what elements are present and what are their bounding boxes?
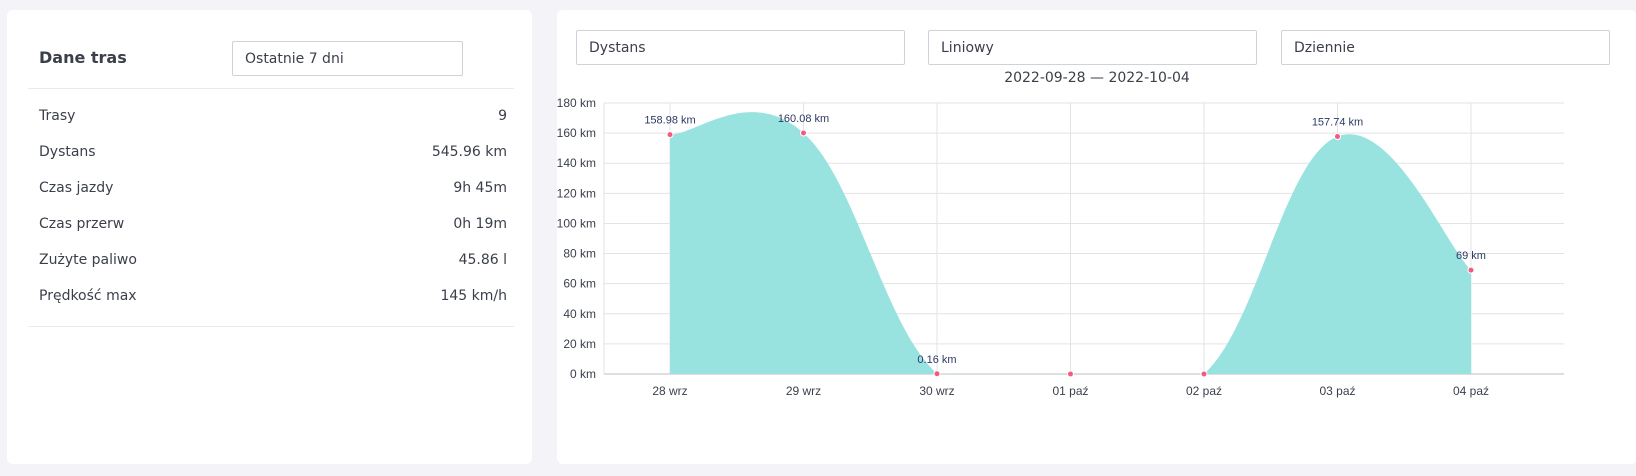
stat-row-break-time: Czas przerw 0h 19m xyxy=(39,206,507,242)
chart-type-select[interactable]: Liniowy xyxy=(928,30,1257,65)
divider xyxy=(28,326,514,327)
data-label: 69 km xyxy=(1456,250,1486,262)
panel-title: Dane tras xyxy=(39,48,127,67)
data-label: 157.74 km xyxy=(1312,117,1363,129)
data-point xyxy=(800,129,807,137)
data-point xyxy=(933,370,941,378)
data-label: 0.16 km xyxy=(917,354,956,366)
data-point xyxy=(1334,133,1341,141)
y-tick-label: 20 km xyxy=(563,337,596,351)
stat-value: 9h 45m xyxy=(453,180,507,196)
distance-chart: 0 km 20 km 40 km 60 km 80 km 100 km 120 km 140 … xyxy=(557,96,1564,398)
y-tick-label: 160 km xyxy=(557,126,596,140)
y-tick-label: 60 km xyxy=(563,277,596,291)
y-tick-label: 80 km xyxy=(563,247,596,261)
y-tick-label: 40 km xyxy=(563,307,596,321)
series-area xyxy=(670,112,1471,374)
stat-value: 545.96 km xyxy=(431,144,507,160)
interval-select[interactable]: Dziennie xyxy=(1281,30,1610,65)
y-tick-label: 0 km xyxy=(570,367,596,381)
y-tick-label: 140 km xyxy=(557,156,596,170)
x-tick-label: 01 paź xyxy=(1052,384,1088,398)
y-tick-label: 120 km xyxy=(557,186,596,200)
stat-row-drive-time: Czas jazdy 9h 45m xyxy=(39,170,507,206)
x-tick-label: 29 wrz xyxy=(786,384,821,398)
y-tick-label: 100 km xyxy=(557,216,596,230)
x-tick-label: 02 paź xyxy=(1186,384,1222,398)
stat-label: Czas przerw xyxy=(39,216,125,232)
data-point xyxy=(1200,370,1208,378)
data-label: 160.08 km xyxy=(778,113,829,125)
data-point xyxy=(1467,266,1475,274)
x-tick-label: 03 paź xyxy=(1319,384,1355,398)
data-label: 158.98 km xyxy=(644,115,695,127)
stat-value: 0h 19m xyxy=(453,216,507,232)
y-tick-label: 180 km xyxy=(557,96,596,110)
period-select[interactable]: Ostatnie 7 dni xyxy=(232,41,463,76)
stat-row-fuel: Zużyte paliwo 45.86 l xyxy=(39,242,507,278)
stat-value: 45.86 l xyxy=(458,252,507,268)
x-tick-label: 28 wrz xyxy=(652,384,687,398)
stat-label: Prędkość max xyxy=(39,288,137,304)
stat-label: Dystans xyxy=(39,144,96,160)
date-range: 2022-09-28 — 2022-10-04 xyxy=(1004,70,1190,86)
data-point xyxy=(1067,370,1074,378)
stats-list: Trasy 9 Dystans 545.96 km Czas jazdy 9h … xyxy=(39,98,507,314)
stat-value: 9 xyxy=(498,108,507,124)
stat-label: Trasy xyxy=(39,108,76,124)
x-tick-label: 30 wrz xyxy=(919,384,954,398)
stat-row-distance: Dystans 545.96 km xyxy=(39,134,507,170)
divider xyxy=(28,88,514,89)
chart-panel: Dystans Liniowy Dziennie 2022-09-28 — 20… xyxy=(557,10,1636,464)
data-point xyxy=(666,131,674,139)
stat-value: 145 km/h xyxy=(440,288,507,304)
stat-row-max-speed: Prędkość max 145 km/h xyxy=(39,278,507,314)
stat-label: Czas jazdy xyxy=(39,180,114,196)
stat-label: Zużyte paliwo xyxy=(39,252,137,268)
route-data-panel: Dane tras Ostatnie 7 dni Trasy 9 Dystans… xyxy=(7,10,532,464)
x-tick-label: 04 paź xyxy=(1453,384,1489,398)
metric-select[interactable]: Dystans xyxy=(576,30,905,65)
stat-row-routes: Trasy 9 xyxy=(39,98,507,134)
